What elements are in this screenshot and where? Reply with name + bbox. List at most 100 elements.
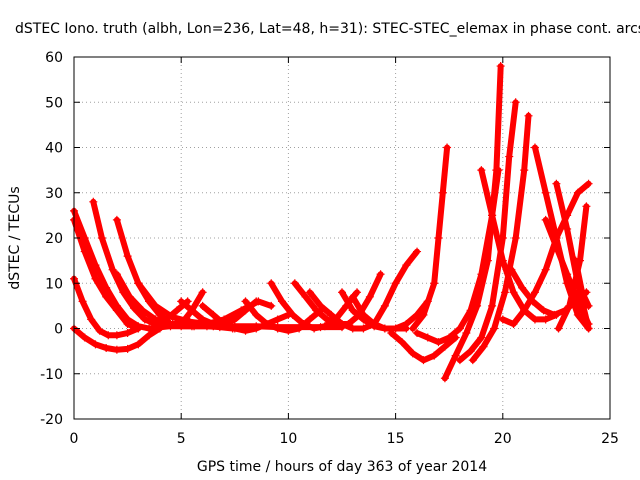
plus-marker [198,315,207,324]
data-series-arc [70,215,143,333]
plus-marker [95,326,104,335]
plus-marker [241,326,250,335]
plus-marker [359,324,368,333]
plus-marker [209,319,218,328]
plus-marker [80,333,89,342]
data-series-arc [241,297,325,335]
plus-marker [267,279,276,288]
plus-marker [430,279,439,288]
plus-marker [455,356,464,365]
plus-marker [408,349,417,358]
plus-marker [123,319,132,328]
plus-marker [310,324,319,333]
plus-marker [322,315,331,324]
plus-marker [455,324,464,333]
plus-marker [198,301,207,310]
x-tick-label: 0 [70,431,79,447]
plus-marker [316,301,325,310]
plus-marker [434,338,443,347]
plus-marker [301,292,310,301]
plus-marker [524,111,533,120]
plus-marker [299,319,308,328]
plus-marker [241,297,250,306]
y-tick-label: 20 [45,231,63,247]
plus-marker [402,261,411,270]
plus-marker [419,356,428,365]
plus-marker [370,319,379,328]
plus-marker [563,270,572,279]
plus-marker [305,288,314,297]
plus-marker [440,342,449,351]
plus-marker [327,310,336,319]
y-tick-label: -10 [40,367,63,383]
plus-marker [552,243,561,252]
y-tick-label: 50 [45,95,63,111]
plus-marker [413,329,422,338]
plus-marker [295,324,304,333]
plus-marker [252,324,261,333]
data-series-arc [440,62,505,383]
series-line [553,180,592,332]
data-series-arc [468,111,533,365]
plus-marker [530,315,539,324]
plus-marker [507,265,516,274]
plus-marker [477,333,486,342]
plus-marker [140,315,149,324]
plus-marker [209,310,218,319]
plus-marker [541,315,550,324]
plus-marker [348,306,357,315]
plus-marker [145,324,154,333]
plus-marker [230,315,239,324]
y-axis-label: dSTEC / TECUs [7,186,23,289]
plus-marker [530,143,539,152]
plus-marker [419,310,428,319]
plus-marker [573,188,582,197]
data-series [70,62,593,383]
plus-marker [220,319,229,328]
plus-marker [380,301,389,310]
plus-marker [488,301,497,310]
plus-marker [520,306,529,315]
plus-marker [138,306,147,315]
plus-marker [320,322,329,331]
y-tick-label: 30 [45,186,63,202]
plus-marker [430,351,439,360]
plus-marker [584,179,593,188]
plus-marker [578,288,587,297]
plus-marker [365,292,374,301]
plus-marker [288,310,297,319]
plus-marker [187,322,196,331]
x-tick-label: 25 [601,431,619,447]
plus-marker [359,310,368,319]
plus-marker [466,347,475,356]
plus-marker [573,310,582,319]
x-tick-label: 15 [387,431,405,447]
plus-marker [241,306,250,315]
plus-marker [488,211,497,220]
gridlines [74,57,610,419]
plus-marker [112,215,121,224]
plus-marker [380,324,389,333]
plus-marker [550,310,559,319]
x-tick-label: 20 [494,431,512,447]
plus-marker [511,234,520,242]
plus-marker [387,329,396,338]
plus-marker [230,324,239,333]
plus-marker [262,319,271,328]
plus-marker [528,297,537,306]
plus-marker [198,288,207,297]
plus-marker [530,288,539,297]
series-line [349,293,431,332]
plus-marker [541,188,550,197]
plus-marker [108,265,117,274]
series-line [555,203,590,332]
plus-marker [102,343,111,352]
plus-marker [462,329,471,338]
y-tick-label: 40 [45,141,63,157]
plus-marker [520,166,529,175]
plus-marker [134,279,143,288]
plus-marker [267,301,276,310]
plus-marker [490,324,499,333]
plus-marker [277,297,286,306]
plus-marker [338,288,346,297]
